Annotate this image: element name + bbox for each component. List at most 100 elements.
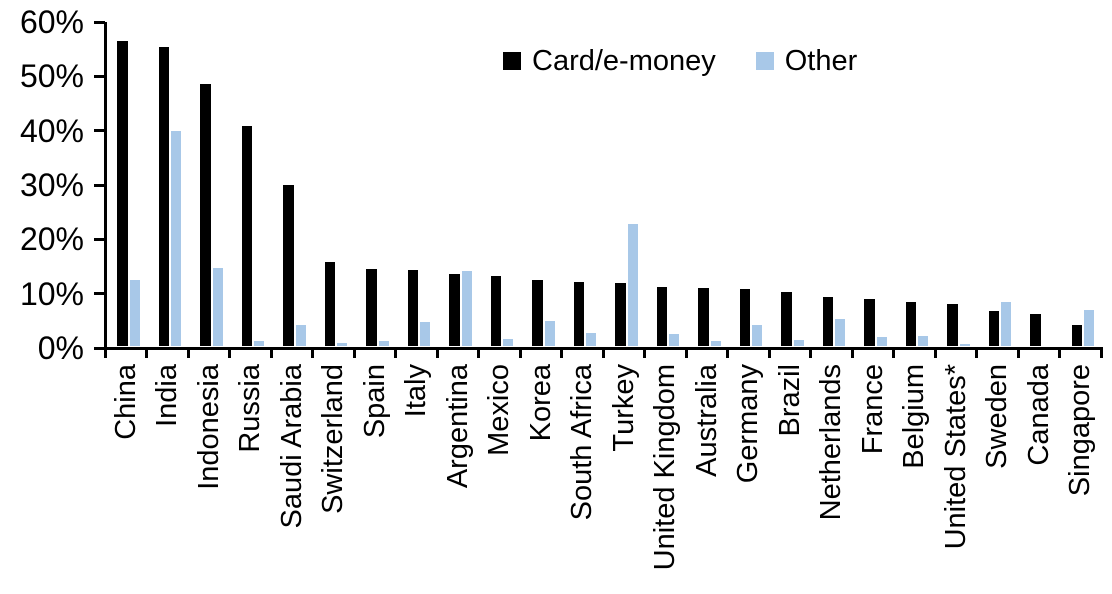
bar-other-germany bbox=[752, 324, 762, 347]
bar-card-e-money-united-kingdom bbox=[656, 286, 667, 347]
legend-swatch-card-e-money-icon bbox=[503, 52, 521, 70]
y-axis-tick-label: 40% bbox=[19, 112, 84, 149]
x-axis-tick bbox=[560, 349, 563, 358]
y-axis-line bbox=[103, 22, 107, 350]
x-axis-tick bbox=[394, 349, 397, 358]
x-axis-label-italy: Italy bbox=[400, 364, 433, 418]
x-axis-tick bbox=[767, 349, 771, 358]
x-axis-tick bbox=[975, 349, 978, 358]
x-axis-label-switzerland: Switzerland bbox=[317, 364, 350, 514]
x-axis-line bbox=[103, 346, 1103, 350]
legend-item-other: Other bbox=[755, 44, 857, 78]
x-axis-tick bbox=[435, 349, 439, 358]
x-axis-label-india: India bbox=[151, 364, 184, 427]
x-axis-tick bbox=[145, 349, 148, 358]
y-axis-tick-label: 20% bbox=[19, 221, 84, 258]
x-axis-tick bbox=[933, 349, 937, 358]
x-axis-tick bbox=[601, 349, 605, 358]
bar-card-e-money-spain bbox=[366, 269, 377, 347]
bar-card-e-money-australia bbox=[698, 287, 709, 347]
bar-card-e-money-canada bbox=[1030, 313, 1041, 347]
bar-card-e-money-saudi-arabia bbox=[283, 184, 294, 347]
bar-other-netherlands bbox=[835, 319, 845, 347]
bar-other-turkey bbox=[627, 223, 638, 347]
x-axis-label-south-africa: South Africa bbox=[566, 364, 599, 521]
x-axis-label-russia: Russia bbox=[234, 364, 267, 453]
x-axis-label-united-kingdom: United Kingdom bbox=[649, 364, 682, 571]
chart-legend: Card/e-money Other bbox=[503, 44, 857, 78]
x-axis-tick bbox=[643, 349, 646, 358]
bar-card-e-money-china bbox=[117, 40, 128, 347]
x-axis-label-united-states: United States* bbox=[939, 364, 972, 550]
x-axis-label-argentina: Argentina bbox=[441, 364, 474, 489]
y-axis-tick-label: 10% bbox=[19, 275, 84, 312]
bar-card-e-money-sweden bbox=[988, 310, 999, 347]
y-axis-tick bbox=[94, 292, 105, 296]
bar-other-united-kingdom bbox=[669, 334, 679, 347]
bar-card-e-money-brazil bbox=[781, 292, 792, 347]
bar-other-south-africa bbox=[586, 332, 596, 347]
y-axis-tick bbox=[94, 20, 105, 24]
y-axis-tick bbox=[94, 346, 105, 350]
x-axis-label-brazil: Brazil bbox=[773, 364, 806, 437]
y-axis-tick-label: 30% bbox=[19, 167, 84, 203]
bar-other-korea bbox=[544, 320, 555, 347]
x-axis-tick bbox=[1099, 349, 1103, 358]
bar-card-e-money-italy bbox=[407, 269, 418, 347]
x-axis-tick bbox=[1016, 349, 1020, 358]
bar-card-e-money-turkey bbox=[615, 283, 626, 347]
x-axis-label-sweden: Sweden bbox=[981, 364, 1014, 469]
x-axis-tick bbox=[186, 349, 190, 358]
x-axis-tick bbox=[311, 349, 314, 358]
legend-label-card-e-money: Card/e-money bbox=[532, 45, 716, 77]
bar-card-e-money-france bbox=[864, 299, 875, 347]
x-axis-label-indonesia: Indonesia bbox=[192, 364, 225, 490]
x-axis-label-saudi-arabia: Saudi Arabia bbox=[275, 364, 308, 529]
x-axis-tick bbox=[726, 349, 729, 358]
bar-card-e-money-germany bbox=[739, 288, 750, 347]
x-axis-tick bbox=[850, 349, 854, 358]
x-axis-label-belgium: Belgium bbox=[898, 364, 931, 469]
bar-other-argentina bbox=[461, 270, 472, 347]
bar-other-mexico bbox=[503, 338, 513, 347]
x-axis-tick bbox=[269, 349, 273, 358]
x-axis-label-germany: Germany bbox=[732, 364, 765, 484]
y-axis-tick-label: 50% bbox=[19, 58, 84, 95]
x-axis-label-mexico: Mexico bbox=[483, 364, 516, 456]
x-axis-label-netherlands: Netherlands bbox=[815, 364, 848, 521]
x-axis-label-france: France bbox=[856, 364, 889, 455]
y-axis-tick-label: 60% bbox=[19, 4, 84, 40]
x-axis-tick bbox=[1058, 349, 1061, 358]
bar-card-e-money-netherlands bbox=[822, 296, 833, 347]
bar-other-brazil bbox=[793, 339, 804, 347]
x-axis-label-australia: Australia bbox=[690, 364, 723, 477]
bar-card-e-money-argentina bbox=[449, 273, 460, 347]
bar-card-e-money-singapore bbox=[1071, 325, 1082, 347]
bar-other-switzerland bbox=[337, 342, 347, 347]
x-axis-tick bbox=[809, 349, 812, 358]
x-axis-tick bbox=[228, 349, 231, 358]
bar-other-spain bbox=[378, 341, 389, 347]
x-axis-label-korea: Korea bbox=[524, 364, 557, 442]
bar-other-indonesia bbox=[212, 267, 223, 347]
bar-card-e-money-switzerland bbox=[324, 261, 335, 347]
x-axis-tick bbox=[352, 349, 356, 358]
x-axis-tick bbox=[892, 349, 895, 358]
x-axis-tick bbox=[518, 349, 522, 358]
bar-card-e-money-indonesia bbox=[200, 84, 211, 347]
legend-swatch-other-icon bbox=[755, 52, 774, 70]
x-axis-label-canada: Canada bbox=[1022, 364, 1055, 466]
bar-card-e-money-korea bbox=[532, 280, 543, 347]
bar-card-e-money-india bbox=[158, 47, 169, 347]
bar-other-france bbox=[876, 337, 887, 347]
bar-other-china bbox=[129, 279, 140, 347]
bar-other-sweden bbox=[1001, 302, 1011, 347]
bar-card-e-money-united-states bbox=[947, 303, 958, 347]
bar-other-belgium bbox=[918, 335, 928, 347]
bar-other-india bbox=[171, 130, 181, 347]
x-axis-label-spain: Spain bbox=[358, 364, 391, 439]
bar-card-e-money-south-africa bbox=[573, 282, 584, 347]
legend-item-card-e-money: Card/e-money bbox=[503, 44, 716, 78]
bar-other-singapore bbox=[1084, 310, 1094, 347]
